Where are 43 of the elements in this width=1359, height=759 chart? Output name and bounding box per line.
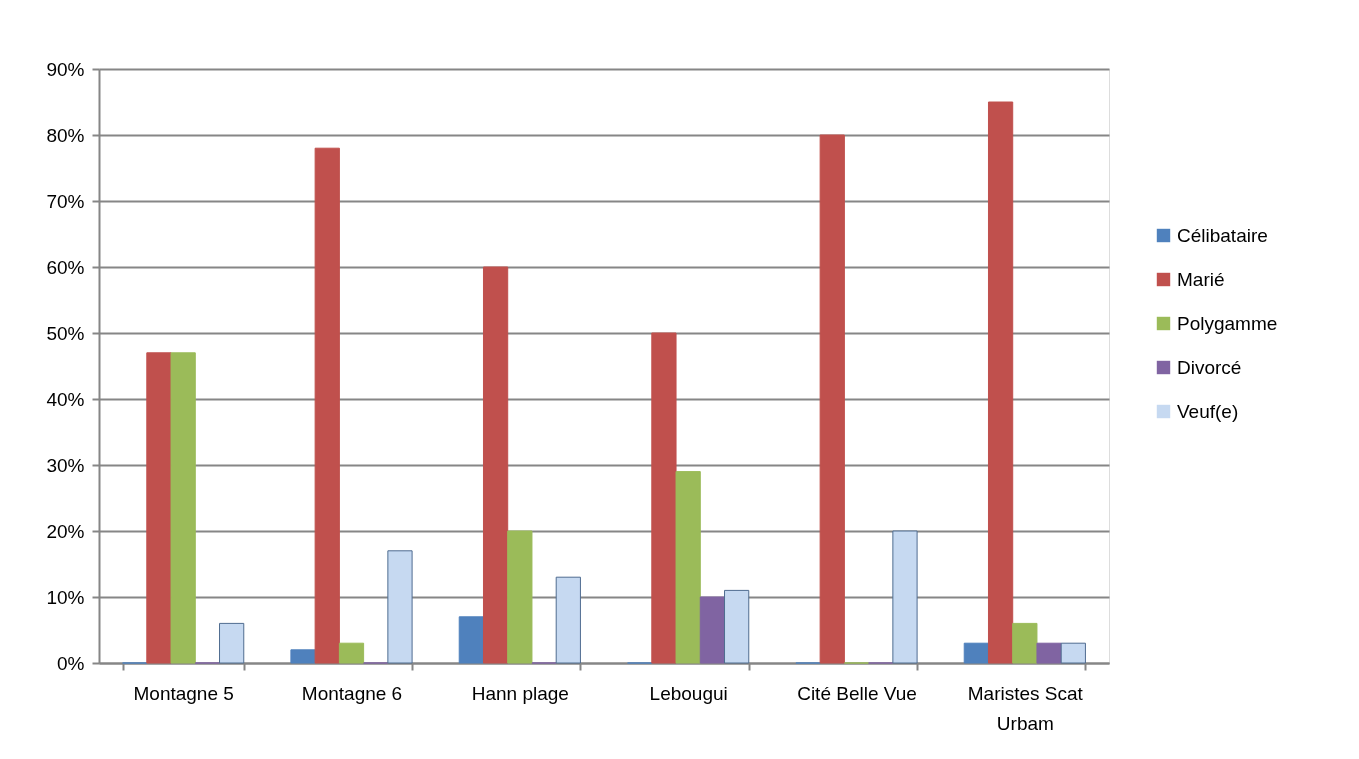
bar (458, 616, 484, 664)
bar (170, 352, 196, 664)
bar (507, 530, 533, 664)
bar (699, 596, 726, 664)
y-tick-label: 20% (46, 520, 85, 542)
x-tick-label: Cité Belle Vue (797, 682, 917, 704)
bar (892, 530, 918, 664)
bar (651, 332, 677, 664)
y-tick-label: 40% (46, 388, 85, 410)
bar (482, 266, 509, 664)
y-tick-label: 10% (46, 586, 85, 608)
y-tick-label: 60% (46, 256, 85, 278)
bar (675, 471, 701, 664)
y-tick-label: 30% (46, 454, 85, 476)
y-tick-label: 90% (46, 58, 85, 80)
y-tick-label: 80% (46, 124, 85, 146)
x-tick-label: Maristes Scat Urbam (967, 682, 1084, 734)
x-tick-label: Hann plage (471, 682, 569, 704)
y-tick-label: 0% (57, 652, 85, 674)
legend-label: Divorcé (1177, 356, 1242, 378)
y-tick-label: 70% (46, 190, 85, 212)
legend-label: Polygamme (1177, 312, 1278, 334)
legend-label: Célibataire (1177, 224, 1268, 246)
bar (987, 101, 1014, 664)
bar (555, 576, 581, 664)
bar (290, 649, 316, 664)
bar (819, 134, 845, 664)
bar (338, 642, 365, 664)
bar (219, 622, 245, 664)
bar (1036, 642, 1062, 664)
bar (963, 642, 989, 664)
y-tick-label: 50% (46, 322, 85, 344)
bar (146, 352, 172, 664)
x-tick-label: Montagne 6 (301, 682, 403, 704)
bar (724, 589, 750, 664)
bar (1060, 642, 1086, 664)
bar (314, 147, 340, 664)
legend-label: Marié (1177, 268, 1225, 290)
legend-label: Veuf(e) (1177, 400, 1239, 422)
x-tick-label: Lebougui (649, 682, 728, 704)
x-tick-label: Montagne 5 (133, 682, 234, 704)
bar (1012, 622, 1038, 664)
bar (387, 550, 413, 664)
